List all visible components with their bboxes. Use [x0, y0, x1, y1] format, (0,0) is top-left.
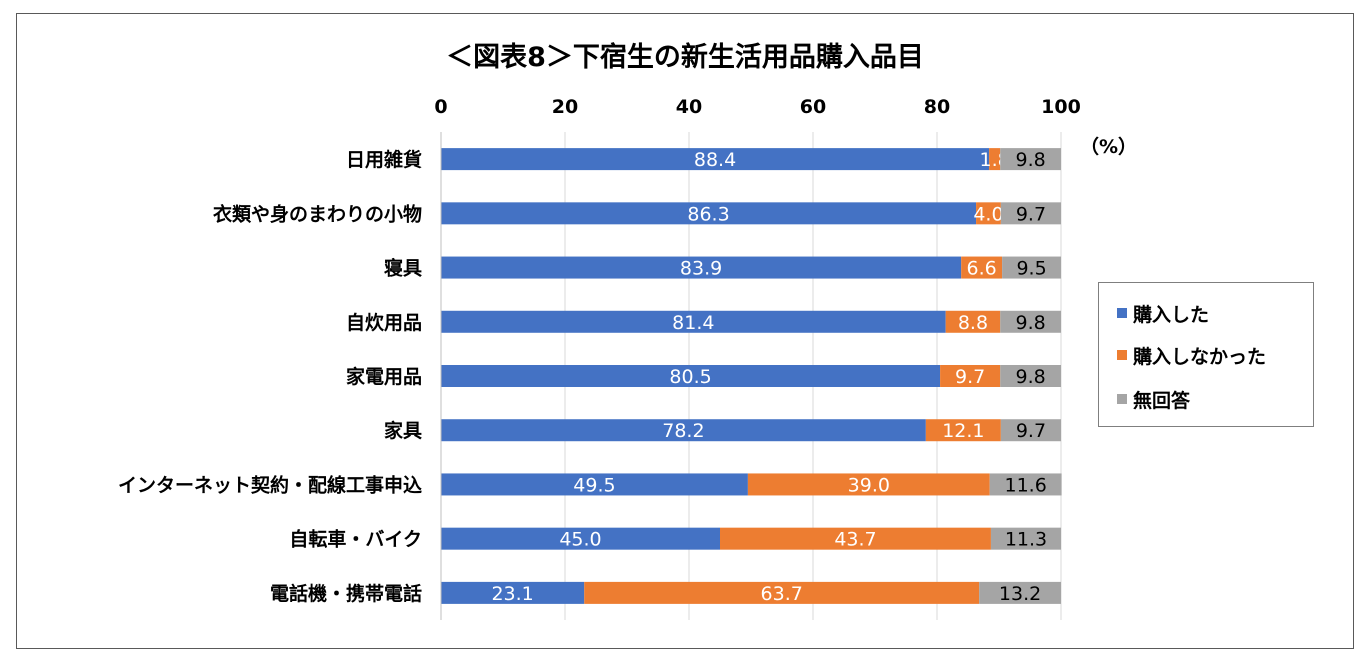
data-label: 12.1 — [942, 420, 984, 442]
category-label: 家電用品 — [346, 365, 422, 388]
bar-segment-purchased — [441, 581, 585, 604]
bar-segment-not-purchased — [976, 202, 1001, 225]
data-label: 9.8 — [1016, 366, 1046, 388]
legend: 購入した 購入しなかった 無回答 — [1098, 282, 1314, 427]
legend-swatch-purchased — [1117, 308, 1127, 318]
bar-segment-purchased — [441, 419, 926, 442]
data-label: 9.8 — [1016, 312, 1046, 334]
bar-segment-purchased — [441, 473, 748, 496]
bar-segment-not-purchased — [584, 581, 980, 604]
legend-label-not-purchased: 購入しなかった — [1133, 345, 1267, 368]
bar-segment-not-purchased — [945, 310, 1001, 333]
category-label: 電話機・携帯電話 — [270, 582, 422, 605]
data-label: 43.7 — [834, 529, 876, 551]
x-tick-label: 40 — [676, 96, 702, 118]
data-label: 13.2 — [999, 583, 1041, 605]
bar-segment-not-purchased — [747, 473, 990, 496]
data-label: 11.3 — [1005, 529, 1047, 551]
bar-segment-no-answer — [1000, 419, 1061, 442]
data-label: 80.5 — [669, 366, 711, 388]
data-label: 4.0 — [973, 203, 1003, 225]
bar-segment-no-answer — [989, 473, 1062, 496]
bar-segment-not-purchased — [720, 527, 991, 550]
data-label: 81.4 — [672, 312, 714, 334]
unit-label: （%） — [1080, 136, 1138, 158]
data-label: 86.3 — [687, 203, 729, 225]
legend-swatch-not-purchased — [1117, 350, 1127, 360]
x-tick-label: 60 — [800, 96, 826, 118]
category-label: 寝具 — [384, 257, 422, 280]
legend-label-no-answer: 無回答 — [1133, 389, 1191, 412]
bar-segment-no-answer — [1000, 148, 1061, 171]
x-tick-label: 80 — [924, 96, 950, 118]
bar-segment-no-answer — [990, 527, 1061, 550]
bar-segment-purchased — [441, 365, 941, 387]
data-label: 88.4 — [694, 149, 736, 171]
data-label: 63.7 — [761, 583, 803, 605]
bar-segment-not-purchased — [961, 256, 1003, 279]
bar-segment-purchased — [441, 527, 720, 550]
x-tick-label: 20 — [552, 96, 578, 118]
bar-segment-no-answer — [1000, 202, 1061, 225]
legend-item-not-purchased: 購入しなかった — [1117, 343, 1267, 368]
legend-label-purchased: 購入した — [1133, 303, 1210, 326]
category-label: 日用雑貨 — [346, 148, 422, 171]
data-label: 9.7 — [1016, 420, 1046, 442]
data-label: 23.1 — [491, 583, 533, 605]
data-label: 39.0 — [848, 474, 890, 496]
category-label: 衣類や身のまわりの小物 — [213, 202, 422, 225]
data-label: 8.8 — [958, 312, 988, 334]
chart-title: ＜図表8＞下宿生の新生活用品購入品目 — [446, 42, 924, 73]
category-label: インターネット契約・配線工事申込 — [118, 473, 422, 496]
legend-item-no-answer: 無回答 — [1117, 387, 1191, 412]
bar-segment-not-purchased — [925, 419, 1001, 442]
bar-segment-no-answer — [1000, 310, 1061, 333]
data-label: 9.5 — [1016, 258, 1046, 280]
legend-swatch-no-answer — [1117, 394, 1127, 404]
x-tick-label: 100 — [1041, 96, 1081, 118]
data-label: 9.7 — [1016, 203, 1046, 225]
data-label: 45.0 — [559, 529, 601, 551]
bar-segment-purchased — [441, 202, 977, 225]
legend-item-purchased: 購入した — [1117, 301, 1210, 326]
bar-segment-not-purchased — [989, 148, 1001, 171]
data-label: 78.2 — [662, 420, 704, 442]
bar-segment-no-answer — [1000, 365, 1061, 387]
bar-segment-purchased — [441, 310, 946, 333]
bar-segment-purchased — [441, 148, 990, 171]
bar-segment-no-answer — [1002, 256, 1061, 279]
bar-segment-purchased — [441, 256, 962, 279]
x-tick-label: 0 — [434, 96, 447, 118]
data-label: 6.6 — [967, 258, 997, 280]
data-label: 49.5 — [573, 474, 615, 496]
bar-segment-no-answer — [979, 581, 1061, 604]
bar-segment-not-purchased — [940, 365, 1001, 387]
data-label: 9.8 — [1016, 149, 1046, 171]
data-label: 9.7 — [955, 366, 985, 388]
data-label: 11.6 — [1005, 474, 1047, 496]
category-label: 家具 — [384, 419, 422, 442]
category-label: 自炊用品 — [346, 311, 422, 334]
category-label: 自転車・バイク — [289, 528, 422, 551]
data-label: 83.9 — [680, 258, 722, 280]
